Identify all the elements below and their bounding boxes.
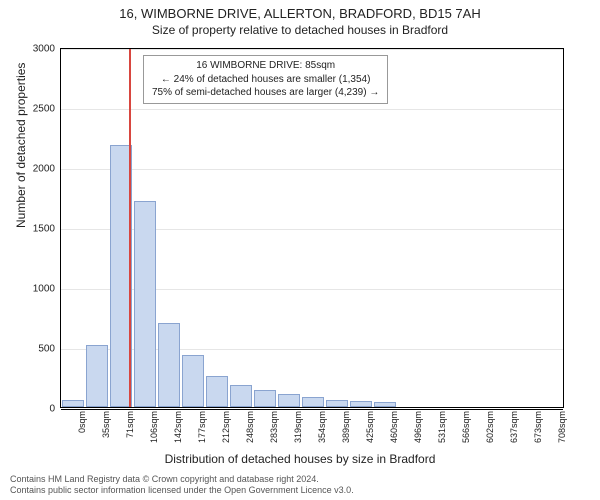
y-tick-label: 2500 [33,104,55,115]
histogram-bar [206,376,228,407]
histogram-bar [134,201,156,407]
x-tick-label: 389sqm [341,411,351,443]
x-tick-label: 71sqm [125,411,135,438]
x-tick-label: 212sqm [221,411,231,443]
histogram-bar [158,323,180,407]
x-axis-title: Distribution of detached houses by size … [0,452,600,466]
x-tick-label: 531sqm [437,411,447,443]
histogram-bar [230,385,252,407]
histogram-bar [254,390,276,407]
x-tick-label: 177sqm [197,411,207,443]
chart-area: 0500100015002000250030000sqm35sqm71sqm10… [60,48,564,408]
x-tick-label: 673sqm [533,411,543,443]
annotation-line: ← 24% of detached houses are smaller (1,… [152,73,379,87]
gridline [61,409,563,410]
gridline [61,169,563,170]
x-tick-label: 566sqm [461,411,471,443]
histogram-bar [278,394,300,407]
title-main: 16, WIMBORNE DRIVE, ALLERTON, BRADFORD, … [0,6,600,21]
annotation-line: 75% of semi-detached houses are larger (… [152,86,379,100]
x-tick-label: 496sqm [413,411,423,443]
x-tick-label: 602sqm [485,411,495,443]
x-tick-label: 0sqm [77,411,87,433]
attribution-line: Contains HM Land Registry data © Crown c… [10,474,354,485]
y-tick-label: 1000 [33,284,55,295]
histogram-bar [62,400,84,407]
x-tick-label: 35sqm [101,411,111,438]
gridline [61,109,563,110]
attribution-line: Contains public sector information licen… [10,485,354,496]
histogram-bar [326,400,348,407]
histogram-bar [182,355,204,407]
x-tick-label: 354sqm [317,411,327,443]
x-tick-label: 425sqm [365,411,375,443]
x-tick-label: 248sqm [245,411,255,443]
x-tick-label: 283sqm [269,411,279,443]
histogram-bar [86,345,108,407]
y-axis-title: Number of detached properties [14,63,28,228]
x-tick-label: 142sqm [173,411,183,443]
y-tick-label: 3000 [33,44,55,55]
y-tick-label: 0 [49,404,55,415]
x-tick-label: 708sqm [557,411,567,443]
attribution: Contains HM Land Registry data © Crown c… [10,474,354,497]
plot-region: 0500100015002000250030000sqm35sqm71sqm10… [60,48,564,408]
annotation-box: 16 WIMBORNE DRIVE: 85sqm← 24% of detache… [143,55,388,104]
x-tick-label: 637sqm [509,411,519,443]
annotation-line: 16 WIMBORNE DRIVE: 85sqm [152,59,379,73]
gridline [61,49,563,50]
title-sub: Size of property relative to detached ho… [0,23,600,37]
x-tick-label: 106sqm [149,411,159,443]
x-tick-label: 319sqm [293,411,303,443]
y-tick-label: 2000 [33,164,55,175]
histogram-bar [374,402,396,407]
marker-line [129,49,131,407]
y-tick-label: 1500 [33,224,55,235]
histogram-bar [302,397,324,407]
histogram-bar [350,401,372,407]
y-tick-label: 500 [38,344,55,355]
title-block: 16, WIMBORNE DRIVE, ALLERTON, BRADFORD, … [0,0,600,37]
x-tick-label: 460sqm [389,411,399,443]
